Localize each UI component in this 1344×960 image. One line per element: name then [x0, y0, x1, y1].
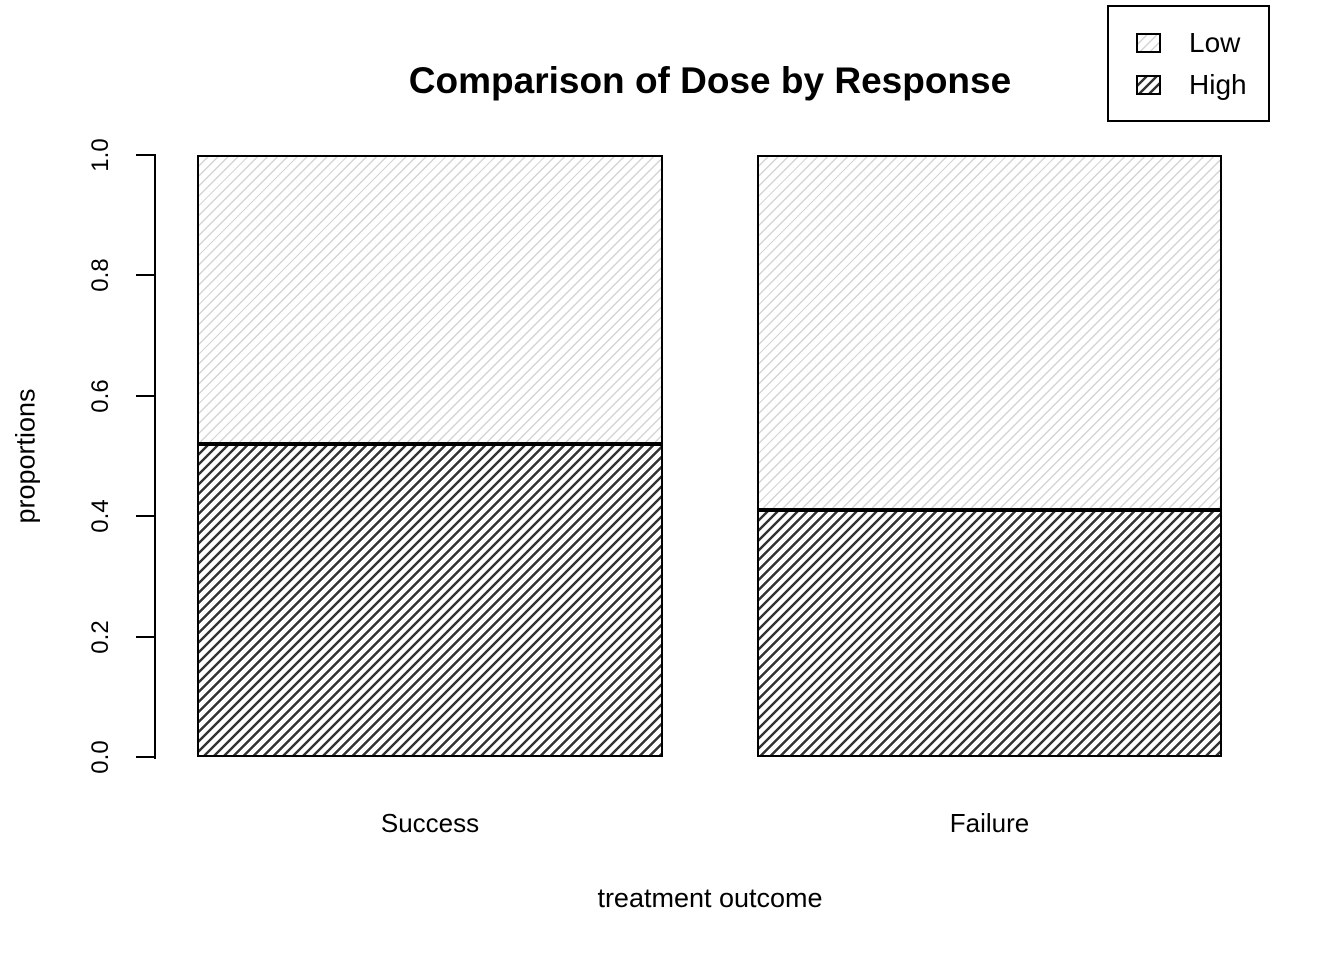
y-axis-tick-label: 0.2 — [87, 619, 114, 654]
y-axis-tick — [136, 515, 156, 518]
y-axis-tick — [136, 274, 156, 277]
legend-row-high: High — [1136, 68, 1268, 100]
legend-label-low: Low — [1189, 26, 1241, 58]
y-axis-tick-label: 0.0 — [87, 740, 114, 774]
legend-box: Low High — [1107, 5, 1270, 122]
bar-failure-low-segment — [757, 155, 1222, 510]
y-axis-title: proportions — [10, 388, 41, 524]
y-axis-tick-label: 0.6 — [87, 379, 114, 413]
y-axis-tick — [136, 635, 156, 638]
y-axis-tick-label: 0.8 — [87, 258, 114, 293]
x-axis-title: treatment outcome — [597, 883, 823, 913]
bar-success-high-segment — [197, 444, 663, 757]
y-axis-tick — [136, 154, 156, 156]
legend-row-low: Low — [1136, 26, 1268, 58]
x-category-label-success: Success — [380, 808, 480, 838]
bar-failure-high-segment — [757, 510, 1222, 757]
legend-swatch-low-hatch-icon — [1136, 32, 1161, 53]
chart-title: Comparison of Dose by Response — [408, 60, 1012, 101]
y-axis-tick — [136, 756, 156, 758]
x-category-label-failure: Failure — [949, 808, 1030, 838]
y-axis-tick — [136, 394, 156, 397]
y-axis-line — [154, 154, 156, 759]
y-axis-tick-label: 1.0 — [87, 138, 114, 172]
y-axis-tick-label: 0.4 — [87, 499, 114, 533]
bar-success-low-segment — [197, 155, 663, 444]
legend-label-high: High — [1189, 68, 1247, 100]
legend-swatch-high-hatch-icon — [1136, 74, 1161, 95]
